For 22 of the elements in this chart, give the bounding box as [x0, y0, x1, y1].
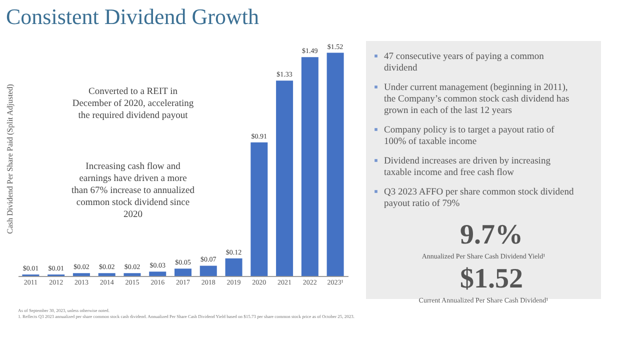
bar: [174, 268, 192, 276]
bar: [276, 80, 294, 276]
bar: [301, 57, 318, 276]
bar: [72, 273, 90, 276]
bar: [250, 142, 268, 276]
text: Dividend increases are driven by increasing taxable income and free cash flow: [384, 156, 551, 178]
annotation: Increasing cash flow and earnings have driven a more than 67% increase to annualized common stock dividend since 2020: [72, 162, 195, 220]
bar: [225, 258, 242, 276]
text: $1.52: [460, 264, 523, 294]
bar: [149, 272, 166, 276]
chart-title: Consistent Dividend Growth: [6, 4, 259, 29]
text: Under current management (beginning in 2011), the Company’s common stock cash dividend has grown in each of the last 12 years: [384, 83, 570, 116]
bar: [200, 266, 217, 276]
bar: [124, 273, 141, 276]
bar: [326, 52, 344, 276]
bar: [98, 273, 116, 276]
text: Q3 2023 AFFO per share common stock dividend payout ratio of 79%: [384, 188, 574, 209]
y-axis-title: Cash Dividend Per Share Paid (Split Adjusted): [6, 84, 14, 234]
text: 47 consecutive years of paying a common dividend: [384, 52, 544, 74]
text: 9.7%: [460, 220, 523, 250]
text: Company policy is to target a payout ratio of 100% of taxable income: [384, 126, 556, 147]
annotation: Converted to a REIT in December of 2020, accelerating the required dividend payout: [72, 87, 194, 121]
